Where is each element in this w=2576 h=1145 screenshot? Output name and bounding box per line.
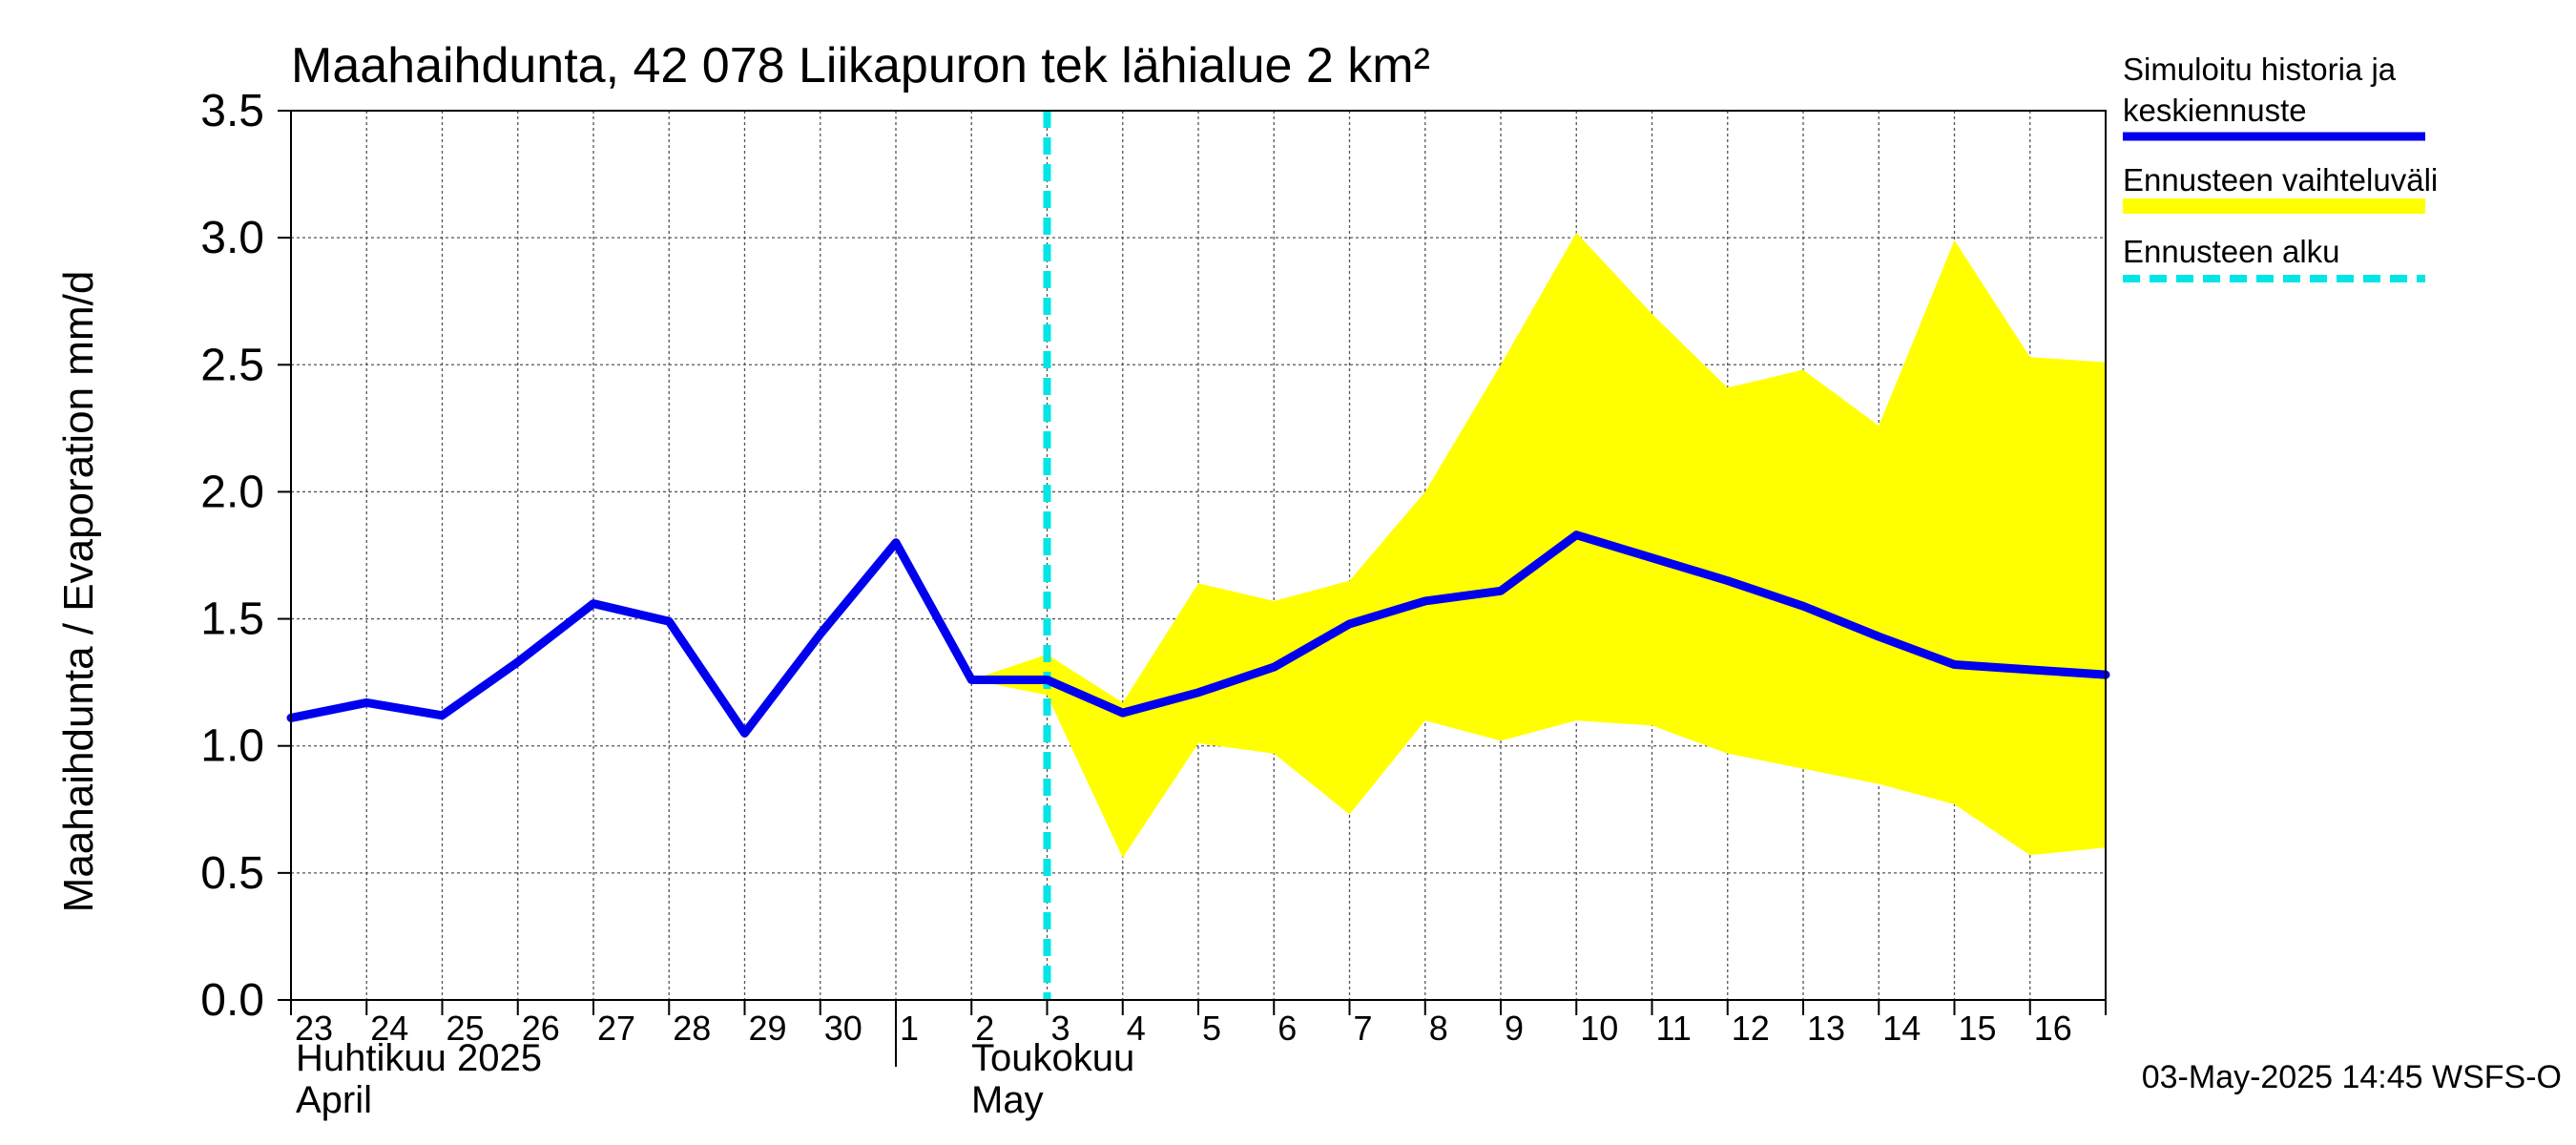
legend-label-range: Ennusteen vaihteluväli: [2123, 162, 2438, 198]
x-tick-label: 8: [1429, 1009, 1448, 1048]
x-tick-label: 29: [749, 1009, 787, 1048]
x-tick-label: 23: [295, 1009, 333, 1048]
x-tick-label: 5: [1202, 1009, 1221, 1048]
y-axis-label: Maahaihdunta / Evaporation mm/d: [55, 271, 102, 913]
y-tick-label: 1.5: [200, 594, 264, 645]
chart-title: Maahaihdunta, 42 078 Liikapuron tek lähi…: [291, 38, 1430, 94]
x-tick-label: 6: [1278, 1009, 1297, 1048]
y-tick-label: 0.5: [200, 848, 264, 899]
mean-series-layer: [286, 531, 2110, 738]
x-tick-label: 3: [1051, 1009, 1070, 1048]
y-tick-label: 2.5: [200, 340, 264, 390]
y-tick-label: 0.0: [200, 975, 264, 1026]
x-tick-label: 9: [1505, 1009, 1524, 1048]
footer-timestamp: 03-May-2025 14:45 WSFS-O: [2142, 1059, 2562, 1095]
month-label-may-en: May: [971, 1079, 1044, 1121]
y-tick-label: 2.0: [200, 467, 264, 517]
x-tick-label: 14: [1882, 1009, 1921, 1048]
forecast-range-band: [971, 232, 2106, 858]
y-tick-label: 1.0: [200, 721, 264, 772]
month-label-april-fi: Huhtikuu 2025: [296, 1037, 542, 1079]
x-tick-label: 28: [673, 1009, 711, 1048]
legend: Simuloitu historia ja keskiennuste Ennus…: [2123, 52, 2438, 282]
month-label-april-en: April: [296, 1079, 372, 1121]
x-tick-label: 25: [447, 1009, 485, 1048]
x-tick-label: 13: [1807, 1009, 1845, 1048]
x-tick-label: 30: [824, 1009, 862, 1048]
x-axis-ticks: 23 24 25 26 27 28 29 30 1 2 3 4 5 6 7 8 9 10 11 12 13 14 15 16: [290, 1000, 2107, 1067]
x-tick-label: 24: [370, 1009, 408, 1048]
x-tick-label: 2: [975, 1009, 994, 1048]
x-tick-label: 15: [1959, 1009, 1997, 1048]
x-tick-label: 10: [1580, 1009, 1618, 1048]
legend-label-mean-line1: Simuloitu historia ja: [2123, 52, 2397, 87]
x-tick-label: 11: [1656, 1009, 1692, 1048]
forecast-range-area: [971, 232, 2106, 858]
x-tick-label: 27: [597, 1009, 635, 1048]
x-tick-label: 26: [522, 1009, 560, 1048]
legend-label-mean-line2: keskiennuste: [2123, 93, 2307, 128]
y-tick-label: 3.0: [200, 213, 264, 263]
month-label-may-fi: Toukokuu: [971, 1037, 1134, 1079]
x-tick-label: 16: [2034, 1009, 2072, 1048]
y-axis-ticks: 0.0 0.5 1.0 1.5 2.0 2.5 3.0 3.5: [200, 86, 291, 1026]
y-tick-label: 3.5: [200, 86, 264, 136]
x-tick-label: 12: [1732, 1009, 1770, 1048]
x-tick-label: 1: [900, 1009, 919, 1048]
legend-label-forecast-start: Ennusteen alku: [2123, 234, 2340, 269]
series-line-mean: [286, 531, 2110, 738]
x-tick-label: 7: [1354, 1009, 1373, 1048]
x-tick-label: 4: [1127, 1009, 1146, 1048]
